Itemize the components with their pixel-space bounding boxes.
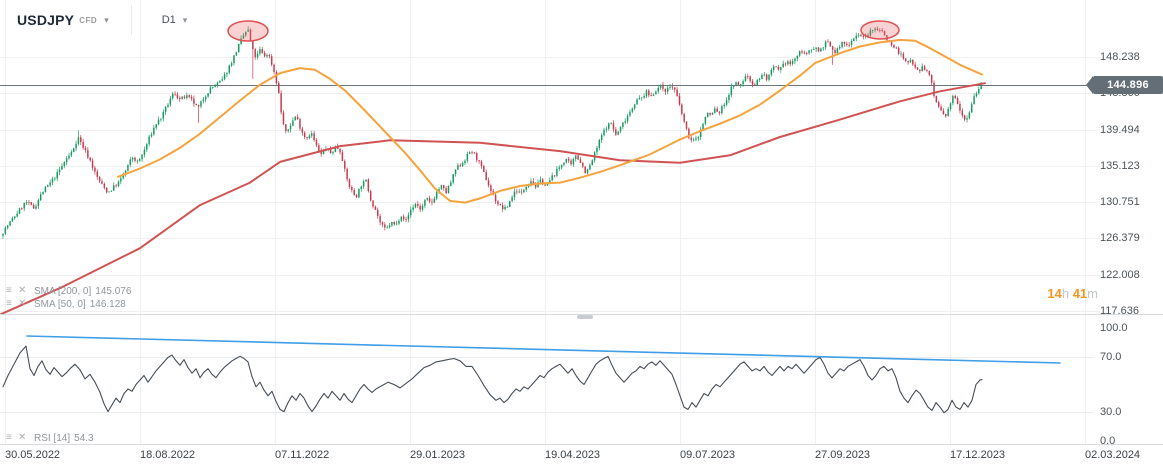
- rsi-trendline[interactable]: [26, 335, 1061, 364]
- axis-tick-label: 70.0: [1100, 351, 1122, 363]
- symbol-name[interactable]: USDJPY: [17, 12, 75, 28]
- rsi-label: RSI [14]: [34, 432, 71, 444]
- date-tick-label: 18.08.2022: [140, 449, 196, 461]
- rsi-value: 54.3: [74, 432, 94, 444]
- date-tick-label: 30.05.2022: [5, 449, 61, 461]
- date-tick-label: 29.01.2023: [410, 449, 466, 461]
- indicator-settings-icon[interactable]: ≡: [6, 432, 12, 443]
- sma50-line[interactable]: [117, 38, 983, 204]
- panel-resize-handle[interactable]: [577, 315, 593, 319]
- countdown-minutes: 41: [1072, 286, 1088, 301]
- header-divider: [130, 5, 132, 35]
- countdown-minutes-unit: m: [1087, 286, 1098, 301]
- current-price-value: 144.896: [1107, 79, 1149, 91]
- instrument-type-badge: CFD: [79, 15, 98, 25]
- timeframe-dropdown-caret-icon[interactable]: ▾: [182, 14, 188, 25]
- indicator-remove-icon[interactable]: ✕: [18, 298, 27, 309]
- axis-tick-label: 139.494: [1100, 124, 1140, 136]
- sma200-value: 145.076: [95, 285, 132, 297]
- chart-header: USDJPY CFD ▾ D1 ▾: [0, 0, 187, 40]
- indicator-remove-icon[interactable]: ✕: [18, 285, 27, 296]
- date-tick-label: 17.12.2023: [950, 449, 1006, 461]
- price-tag-notch: [1086, 76, 1093, 94]
- ellipse-annotations[interactable]: [227, 20, 900, 42]
- axis-tick-label: 0.0: [1100, 435, 1116, 447]
- axis-tick-label: 148.238: [1100, 51, 1140, 63]
- date-tick-label: 02.03.2024: [1085, 449, 1141, 461]
- sma200-line[interactable]: [0, 82, 986, 314]
- axis-tick-label: 30.0: [1100, 406, 1122, 418]
- indicator-row-sma50: ≡ ✕ SMA [50, 0] 146.128: [6, 298, 126, 310]
- current-price-tag[interactable]: 144.896: [1086, 76, 1163, 94]
- axis-tick-label: 135.123: [1100, 160, 1140, 172]
- symbol-dropdown-caret-icon[interactable]: ▾: [104, 14, 109, 25]
- sma50-value: 146.128: [89, 298, 126, 310]
- axis-tick-label: 122.008: [1100, 269, 1140, 281]
- axis-tick-label: 130.751: [1100, 196, 1140, 208]
- sma50-label: SMA [50, 0]: [34, 298, 86, 310]
- candlestick-series: [2, 26, 982, 239]
- date-tick-label: 09.07.2023: [680, 449, 736, 461]
- axis-tick-label: 117.636: [1100, 305, 1139, 317]
- sma200-label: SMA [200, 0]: [34, 285, 92, 297]
- indicator-settings-icon[interactable]: ≡: [6, 285, 12, 296]
- grid-lines: [0, 0, 1163, 445]
- axis-tick-label: 126.379: [1100, 232, 1140, 244]
- indicator-row-sma200: ≡ ✕ SMA [200, 0] 145.076: [6, 285, 131, 297]
- indicator-settings-icon[interactable]: ≡: [6, 298, 12, 309]
- indicator-row-rsi: ≡ ✕ RSI [14] 54.3: [6, 432, 94, 444]
- timeframe-selector[interactable]: D1: [161, 14, 176, 26]
- candle-countdown-timer: 14h 41m: [1047, 286, 1098, 301]
- rsi-line[interactable]: [2, 345, 983, 414]
- date-tick-label: 27.09.2023: [815, 449, 871, 461]
- axis-tick-label: 100.0: [1100, 322, 1128, 334]
- date-tick-label: 07.11.2022: [275, 449, 330, 461]
- indicator-remove-icon[interactable]: ✕: [18, 432, 27, 443]
- countdown-hours-unit: h: [1061, 286, 1070, 301]
- date-tick-label: 19.04.2023: [545, 449, 601, 461]
- countdown-hours: 14: [1047, 286, 1062, 301]
